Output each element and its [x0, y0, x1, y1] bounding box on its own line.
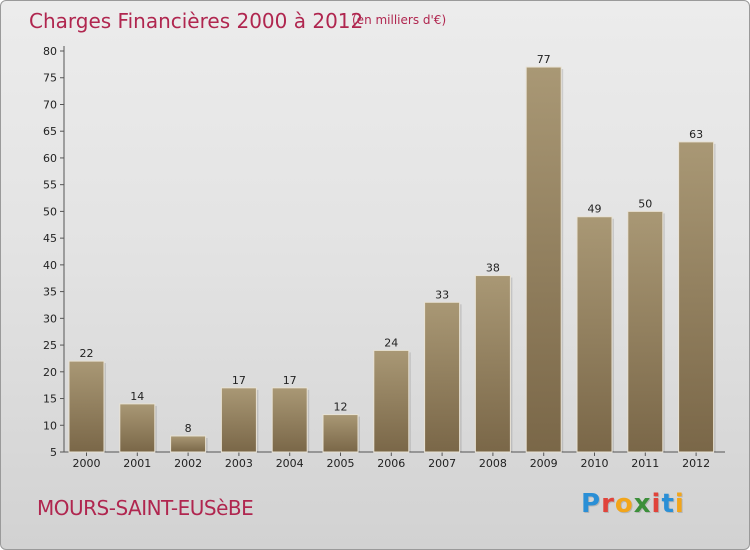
bar-2011[interactable] [627, 210, 664, 453]
bar-2006[interactable] [373, 349, 410, 453]
logo-letter: o [614, 489, 634, 519]
logo-letter: t [661, 489, 675, 519]
x-tick-label: 2002 [174, 457, 202, 470]
chart-subtitle: (en milliers d'€) [352, 13, 447, 27]
bar-value-label: 50 [638, 197, 652, 210]
bar-value-label: 12 [334, 401, 348, 414]
proxiti-logo[interactable]: Proxiti [581, 489, 685, 519]
x-tick-label: 2009 [530, 457, 558, 470]
bar-value-label: 17 [283, 374, 297, 387]
bar-value-label: 24 [384, 336, 398, 349]
x-tick-label: 2001 [123, 457, 151, 470]
bar-2010[interactable] [576, 216, 613, 453]
x-tick-label: 2000 [73, 457, 101, 470]
bar-2007[interactable] [424, 301, 461, 453]
chart-title: Charges Financières 2000 à 2012 [29, 9, 364, 33]
x-tick-label: 2007 [428, 457, 456, 470]
place-name: MOURS-SAINT-EUSèBE [37, 496, 254, 520]
y-tick-label: 15 [43, 393, 57, 406]
y-tick-label: 70 [43, 98, 57, 111]
logo-letter: r [601, 489, 615, 519]
x-tick-label: 2012 [682, 457, 710, 470]
bar-value-label: 8 [185, 422, 192, 435]
bar-2000[interactable] [68, 360, 105, 453]
bar-2001[interactable] [119, 403, 156, 453]
logo-letter: i [674, 489, 685, 519]
y-tick-label: 5 [50, 446, 57, 459]
logo-letter: x [633, 489, 652, 519]
bar-2003[interactable] [220, 387, 257, 453]
bar-value-label: 49 [588, 203, 602, 216]
y-tick-label: 35 [43, 286, 57, 299]
bar-value-label: 14 [130, 390, 144, 403]
x-tick-label: 2011 [631, 457, 659, 470]
x-tick-label: 2006 [377, 457, 405, 470]
y-tick-label: 20 [43, 366, 57, 379]
y-tick-label: 10 [43, 419, 57, 432]
x-tick-label: 2010 [581, 457, 609, 470]
bar-2009[interactable] [525, 66, 562, 453]
y-tick-label: 50 [43, 205, 57, 218]
bar-value-label: 22 [80, 347, 94, 360]
y-tick-label: 65 [43, 125, 57, 138]
x-tick-label: 2004 [276, 457, 304, 470]
bar-2002[interactable] [170, 435, 207, 453]
bar-2008[interactable] [474, 275, 511, 453]
x-tick-label: 2003 [225, 457, 253, 470]
logo-letter: i [651, 489, 662, 519]
y-tick-label: 55 [43, 179, 57, 192]
bar-2004[interactable] [271, 387, 308, 453]
y-tick-label: 80 [43, 45, 57, 58]
y-tick-label: 30 [43, 312, 57, 325]
y-tick-label: 75 [43, 72, 57, 85]
y-tick-label: 40 [43, 259, 57, 272]
x-tick-label: 2005 [327, 457, 355, 470]
bar-value-label: 33 [435, 288, 449, 301]
x-tick-label: 2008 [479, 457, 507, 470]
logo-letter: P [581, 489, 602, 519]
y-tick-label: 60 [43, 152, 57, 165]
bar-value-label: 17 [232, 374, 246, 387]
bar-2005[interactable] [322, 414, 359, 453]
y-tick-label: 45 [43, 232, 57, 245]
bar-value-label: 63 [689, 128, 703, 141]
bar-value-label: 38 [486, 262, 500, 275]
bar-2012[interactable] [678, 141, 715, 453]
y-tick-label: 25 [43, 339, 57, 352]
bar-value-label: 77 [537, 53, 551, 66]
